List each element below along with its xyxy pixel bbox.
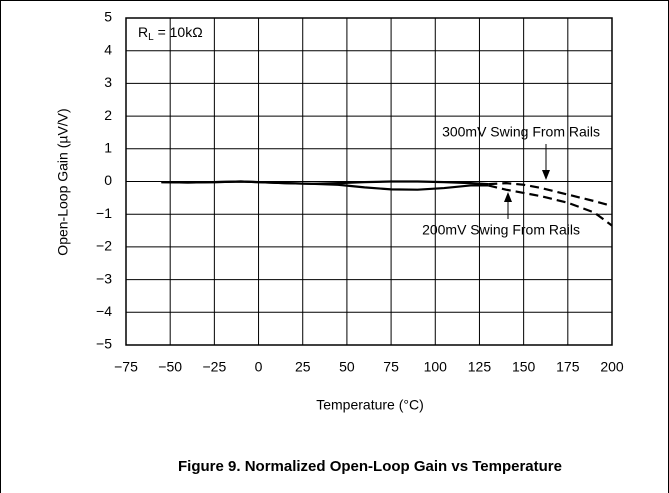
annotation-rest: = 10kΩ (154, 24, 203, 40)
y-tick-label: 2 (104, 107, 112, 123)
arrow-head (504, 192, 512, 202)
annotation: RL = 10kΩ (138, 24, 203, 43)
series-label: 200mV Swing From Rails (422, 222, 580, 238)
caption: Figure 9. Normalized Open-Loop Gain vs T… (178, 458, 562, 475)
y-tick-label: 4 (104, 41, 112, 57)
y-axis-label: Open-Loop Gain (µV/V) (55, 108, 71, 255)
x-tick-label: −50 (158, 359, 182, 375)
x-tick-label: 75 (383, 359, 399, 375)
y-tick-label: −3 (96, 270, 112, 286)
series-line (161, 180, 489, 191)
x-tick-label: 25 (295, 359, 311, 375)
y-tick-label: 1 (104, 140, 112, 156)
series-line (488, 182, 613, 208)
arrow-head (542, 170, 550, 180)
x-tick-label: 125 (468, 359, 492, 375)
x-tick-label: −75 (114, 359, 138, 375)
y-tick-label: −4 (96, 303, 112, 319)
x-tick-label: 50 (339, 359, 355, 375)
y-tick-label: 5 (104, 9, 112, 25)
x-axis-label: Temperature (°C) (316, 397, 424, 413)
x-tick-label: 200 (600, 359, 624, 375)
plot-border (125, 17, 613, 346)
annotation-text: R (138, 24, 148, 40)
x-tick-label: 0 (255, 359, 263, 375)
x-tick-label: 150 (512, 359, 536, 375)
x-tick-label: 100 (424, 359, 448, 375)
series-line (488, 184, 613, 227)
series-label: 300mV Swing From Rails (442, 124, 600, 140)
y-tick-label: 0 (104, 172, 112, 188)
y-tick-label: −1 (96, 205, 112, 221)
annotation-sub: L (148, 32, 154, 43)
y-tick-label: −2 (96, 238, 112, 254)
y-tick-label: −5 (96, 336, 112, 352)
x-tick-label: 175 (556, 359, 580, 375)
y-tick-label: 3 (104, 74, 112, 90)
x-tick-label: −25 (202, 359, 226, 375)
